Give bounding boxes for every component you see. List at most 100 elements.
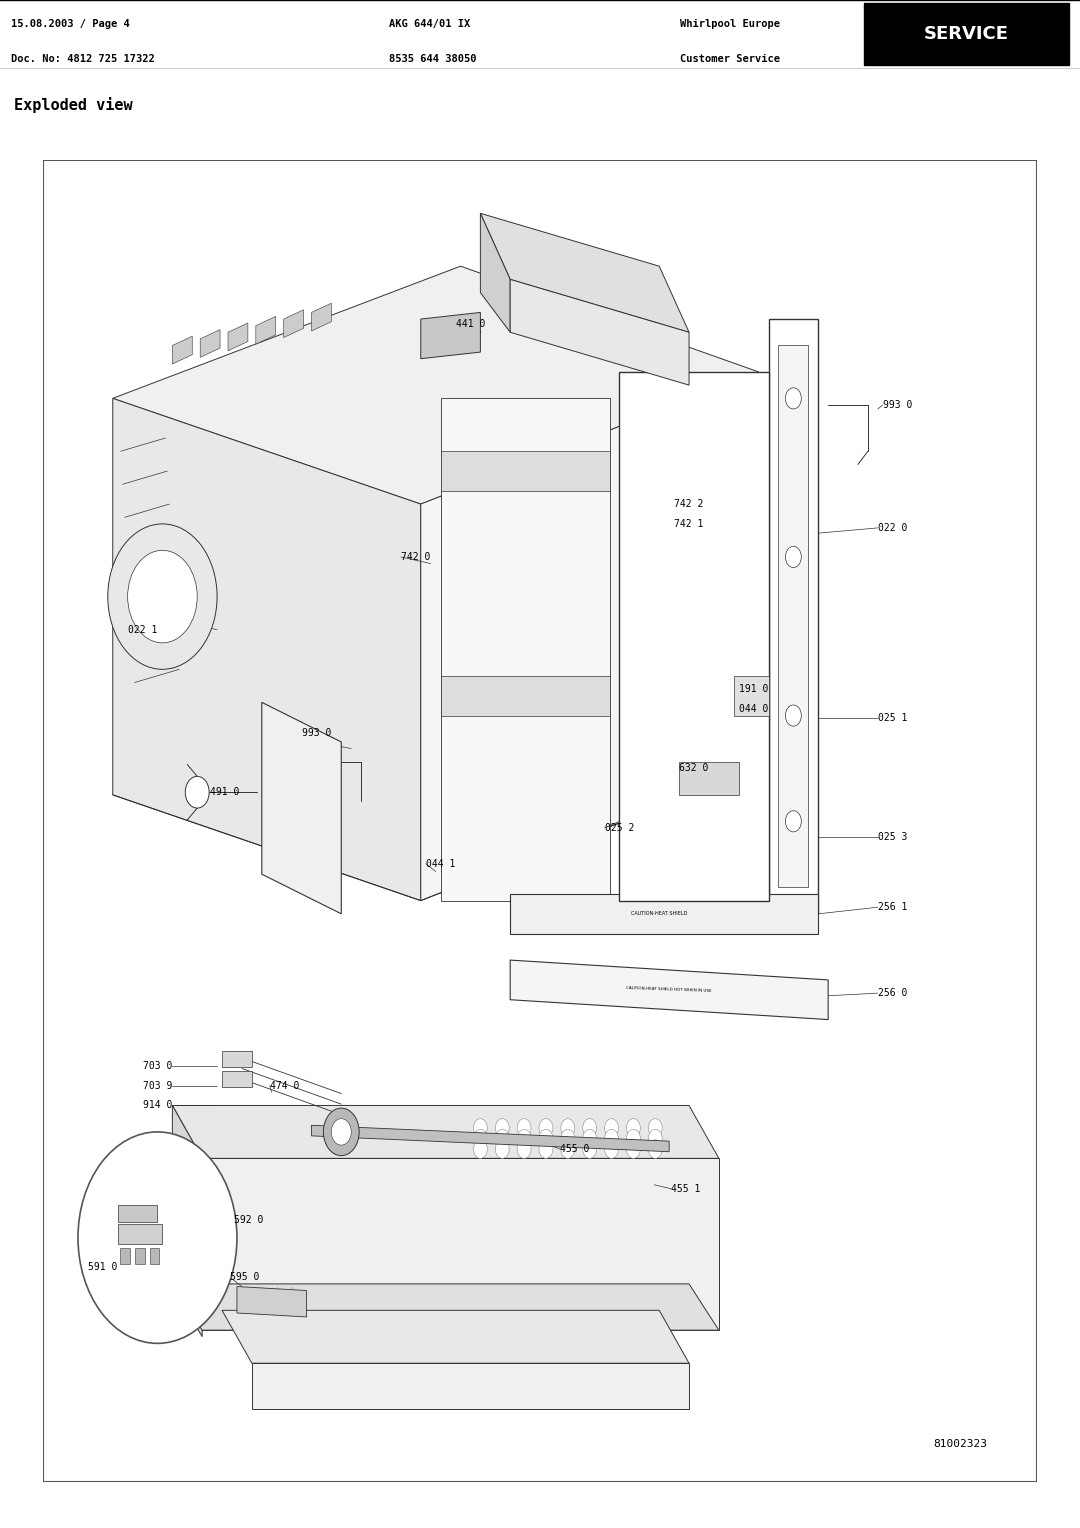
Text: 025 1: 025 1 xyxy=(878,714,907,723)
Circle shape xyxy=(785,388,801,410)
Text: 044 1: 044 1 xyxy=(426,859,455,868)
Polygon shape xyxy=(481,214,510,332)
Bar xyxy=(120,1248,130,1264)
Text: 455 1: 455 1 xyxy=(671,1184,701,1193)
Text: 491 0: 491 0 xyxy=(211,787,240,798)
Text: 441 0: 441 0 xyxy=(456,319,485,330)
Circle shape xyxy=(517,1140,531,1158)
Polygon shape xyxy=(441,675,609,715)
Polygon shape xyxy=(679,762,739,795)
Circle shape xyxy=(626,1140,640,1158)
FancyBboxPatch shape xyxy=(864,3,1069,66)
Circle shape xyxy=(785,811,801,831)
Polygon shape xyxy=(441,399,609,900)
Text: 591 0: 591 0 xyxy=(89,1262,118,1271)
Text: 025 2: 025 2 xyxy=(605,824,634,833)
Bar xyxy=(222,1071,252,1086)
Polygon shape xyxy=(769,319,819,914)
Circle shape xyxy=(626,1129,640,1148)
Text: 474 0: 474 0 xyxy=(270,1080,299,1091)
Text: 742 0: 742 0 xyxy=(401,552,430,562)
Polygon shape xyxy=(779,345,808,888)
Circle shape xyxy=(332,1118,351,1144)
Circle shape xyxy=(473,1129,487,1148)
Text: CAUTION-HEAT SHIELD: CAUTION-HEAT SHIELD xyxy=(631,911,687,917)
Circle shape xyxy=(473,1140,487,1158)
Circle shape xyxy=(78,1132,237,1343)
Text: AKG 644/01 IX: AKG 644/01 IX xyxy=(389,20,470,29)
Circle shape xyxy=(648,1129,662,1148)
Polygon shape xyxy=(441,451,609,490)
Text: 742 1: 742 1 xyxy=(674,520,703,529)
Text: 993 0: 993 0 xyxy=(882,400,913,410)
Polygon shape xyxy=(228,322,248,351)
Circle shape xyxy=(496,1129,509,1148)
Text: 256 1: 256 1 xyxy=(878,902,907,912)
Circle shape xyxy=(108,524,217,669)
Polygon shape xyxy=(173,1105,719,1158)
Polygon shape xyxy=(510,894,819,934)
Circle shape xyxy=(539,1129,553,1148)
Bar xyxy=(149,1248,160,1264)
Polygon shape xyxy=(118,1224,162,1244)
Text: 256 0: 256 0 xyxy=(878,989,907,998)
Circle shape xyxy=(605,1140,619,1158)
Polygon shape xyxy=(202,1158,719,1331)
Text: 15.08.2003 / Page 4: 15.08.2003 / Page 4 xyxy=(11,20,130,29)
Circle shape xyxy=(583,1140,596,1158)
Bar xyxy=(135,1248,145,1264)
Text: 595 0: 595 0 xyxy=(230,1273,259,1282)
Text: CAUTION-HEAT SHIELD HOT WHEN IN USE: CAUTION-HEAT SHIELD HOT WHEN IN USE xyxy=(626,986,712,993)
Circle shape xyxy=(473,1118,487,1137)
Text: 022 0: 022 0 xyxy=(878,523,907,533)
Polygon shape xyxy=(173,1284,719,1331)
Circle shape xyxy=(605,1129,619,1148)
Text: 81002323: 81002323 xyxy=(933,1439,987,1449)
Circle shape xyxy=(561,1140,575,1158)
Polygon shape xyxy=(112,266,758,504)
Text: 703 9: 703 9 xyxy=(143,1080,173,1091)
Polygon shape xyxy=(733,675,769,715)
Polygon shape xyxy=(481,214,689,332)
Text: 592 0: 592 0 xyxy=(234,1215,264,1225)
Polygon shape xyxy=(311,303,332,332)
Circle shape xyxy=(127,550,198,643)
Circle shape xyxy=(785,547,801,567)
Polygon shape xyxy=(252,1363,689,1409)
Bar xyxy=(222,1051,252,1067)
Text: 191 0: 191 0 xyxy=(739,685,768,694)
Text: 8535 644 38050: 8535 644 38050 xyxy=(389,53,476,64)
Polygon shape xyxy=(256,316,275,344)
Polygon shape xyxy=(620,371,769,900)
Text: Customer Service: Customer Service xyxy=(680,53,781,64)
Polygon shape xyxy=(261,703,341,914)
Text: 632 0: 632 0 xyxy=(679,764,708,773)
Text: 044 0: 044 0 xyxy=(739,704,768,714)
Circle shape xyxy=(583,1118,596,1137)
Polygon shape xyxy=(284,310,303,338)
Circle shape xyxy=(496,1118,509,1137)
Polygon shape xyxy=(173,336,192,364)
Circle shape xyxy=(648,1118,662,1137)
Text: 455 0: 455 0 xyxy=(559,1144,590,1154)
Circle shape xyxy=(539,1140,553,1158)
Text: 022 1: 022 1 xyxy=(129,625,158,634)
Text: SERVICE: SERVICE xyxy=(924,26,1009,43)
Circle shape xyxy=(517,1129,531,1148)
Circle shape xyxy=(605,1118,619,1137)
Circle shape xyxy=(785,704,801,726)
Text: 742 2: 742 2 xyxy=(674,500,703,509)
Polygon shape xyxy=(173,1105,202,1337)
Circle shape xyxy=(626,1118,640,1137)
Circle shape xyxy=(517,1118,531,1137)
Circle shape xyxy=(561,1118,575,1137)
Text: 914 0: 914 0 xyxy=(143,1100,173,1111)
Circle shape xyxy=(496,1140,509,1158)
Polygon shape xyxy=(222,1311,689,1363)
Text: Exploded view: Exploded view xyxy=(14,96,133,113)
Polygon shape xyxy=(421,371,758,900)
Circle shape xyxy=(186,776,210,808)
Polygon shape xyxy=(510,280,689,385)
Polygon shape xyxy=(118,1204,158,1222)
Polygon shape xyxy=(200,330,220,358)
